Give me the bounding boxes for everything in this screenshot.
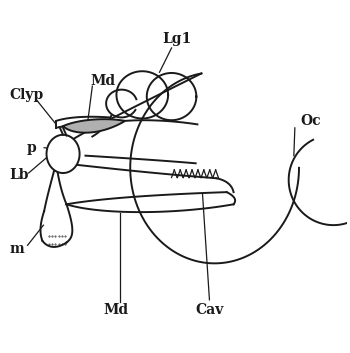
Text: Lg1: Lg1: [162, 32, 191, 46]
Polygon shape: [47, 135, 79, 173]
Text: Clyp: Clyp: [10, 88, 44, 102]
Text: Oc: Oc: [301, 114, 321, 128]
Polygon shape: [63, 119, 125, 133]
Text: Md: Md: [104, 303, 129, 317]
Text: m: m: [10, 243, 25, 257]
Text: Lb: Lb: [10, 168, 29, 182]
Text: p: p: [27, 140, 37, 155]
Text: Cav: Cav: [195, 303, 224, 317]
Text: Md: Md: [91, 74, 116, 88]
